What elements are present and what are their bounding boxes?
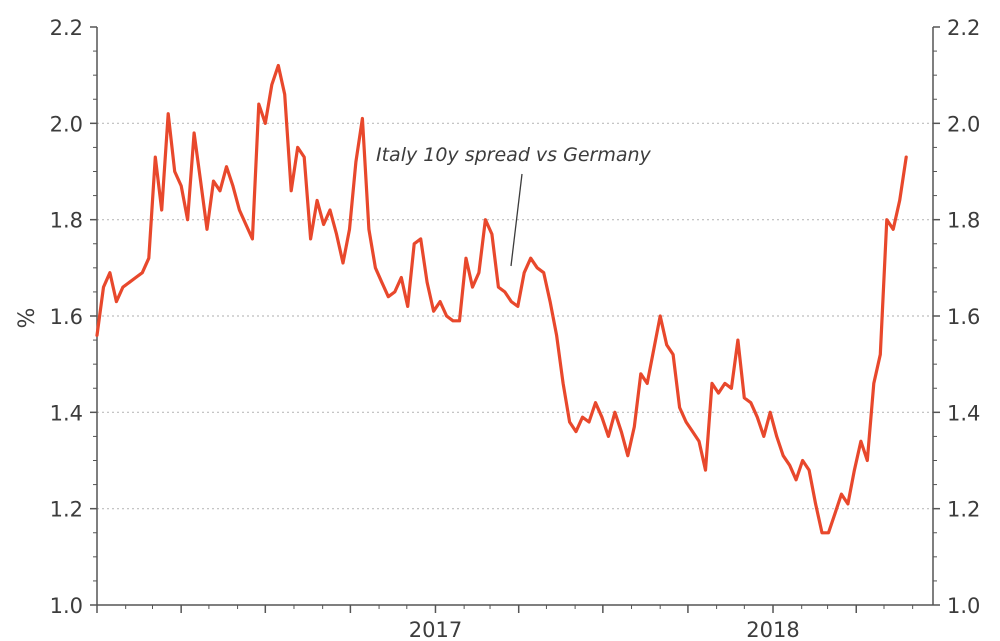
series-layer <box>95 63 908 535</box>
y-tick-label: 1.4 <box>50 401 83 425</box>
gridlines <box>97 122 933 510</box>
y-tick-label-right: 1.0 <box>947 594 980 618</box>
y-tick-label-right: 2.2 <box>947 16 980 40</box>
y-tick-label: 2.2 <box>50 16 83 40</box>
x-axis: 2017 2018 <box>96 605 914 641</box>
right-axis: 1.0 1.2 1.4 1.6 1.8 2.0 2.2 <box>933 16 980 618</box>
annotation-label: Italy 10y spread vs Germany <box>376 144 652 166</box>
y-tick-label: 1.6 <box>50 305 83 329</box>
annotation-leader-line <box>510 173 523 267</box>
x-tick-label: 2018 <box>746 618 799 641</box>
y-tick-label: 2.0 <box>50 112 83 136</box>
y-tick-label: 1.0 <box>50 594 83 618</box>
y-tick-label-right: 1.8 <box>947 209 980 233</box>
series-line <box>95 63 908 535</box>
y-axis-title: % <box>15 308 40 329</box>
y-tick-label-right: 1.6 <box>947 305 980 329</box>
left-axis: 1.0 1.2 1.4 1.6 1.8 2.0 2.2 <box>50 16 97 618</box>
y-tick-label: 1.8 <box>50 209 83 233</box>
x-tick-label: 2017 <box>409 618 462 641</box>
y-tick-label-right: 2.0 <box>947 112 980 136</box>
y-tick-label-right: 1.2 <box>947 498 980 522</box>
y-tick-label: 1.2 <box>50 498 83 522</box>
y-tick-label-right: 1.4 <box>947 401 980 425</box>
